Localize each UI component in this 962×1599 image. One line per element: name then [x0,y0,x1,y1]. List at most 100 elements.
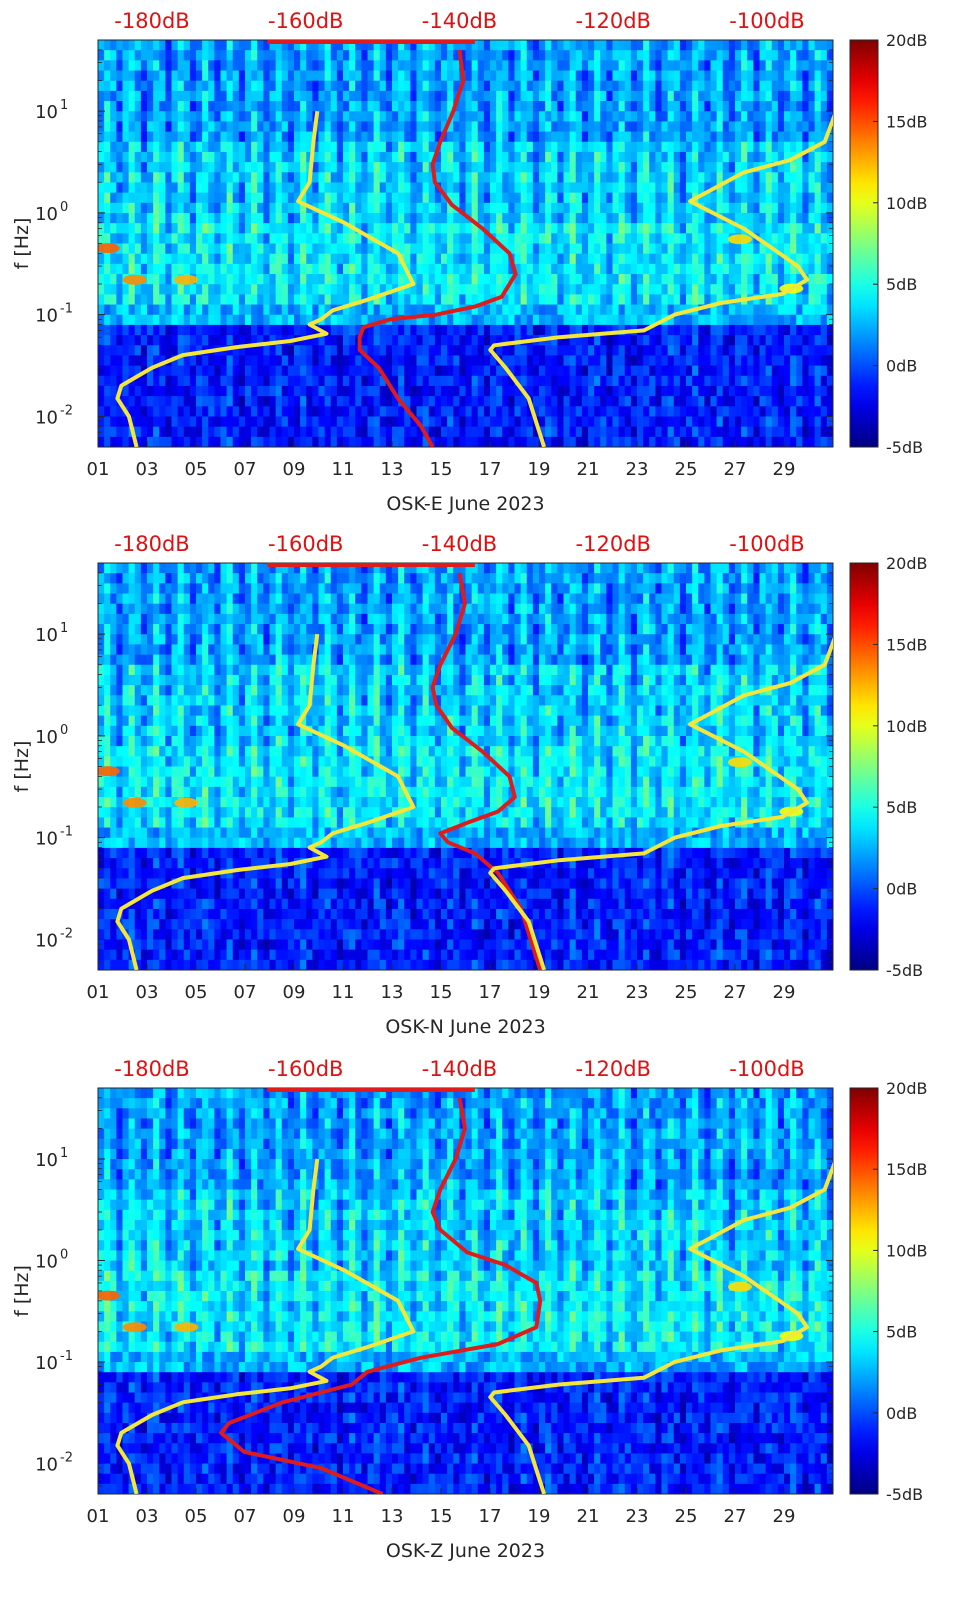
colorbar-tick-label: 15dB [886,1160,928,1179]
x-tick-label: 19 [528,1506,551,1527]
colorbar-tick-label: 0dB [886,880,917,899]
x-tick-label: 27 [724,459,747,480]
colorbar-tick-label: 15dB [886,635,928,654]
y-tick-label: 10 [35,727,58,748]
x-tick-label: 11 [332,1506,355,1527]
x-tick-label: 15 [430,1506,453,1527]
spectrogram [98,563,833,970]
colorbar-tick-label: 20dB [886,554,928,573]
x-tick-label: 05 [185,1506,208,1527]
x-tick-label: 13 [381,459,404,480]
top-db-label: -120dB [576,9,651,33]
colorbar-tick-label: 0dB [886,1404,917,1423]
x-tick-label: 05 [185,459,208,480]
x-tick-label: 29 [773,459,796,480]
y-tick-label: 10 [35,306,58,327]
x-tick-label: 23 [626,982,649,1003]
red-psd-curve [219,1097,543,1494]
yellow-noise-model-low [115,633,416,970]
colorbar-tick-label: 15dB [886,112,928,131]
yellow-noise-model-low [115,1158,416,1494]
x-tick-label: 15 [430,982,453,1003]
y-tick-exponent: 0 [60,1247,68,1262]
x-tick-label: 05 [185,982,208,1003]
top-db-label: -160dB [268,532,343,556]
red-psd-curve [357,49,518,447]
colorbar-tick-label: 20dB [886,31,928,50]
x-axis-label: OSK-E June 2023 [386,493,544,515]
panel-3: 01 03 05 07 09 11 13 15 17 19 21 23 25 27 2910-210-110… [11,1057,928,1562]
y-tick-label: 10 [35,829,58,850]
spectrogram [98,40,833,447]
colorbar-tick-label: 10dB [886,1241,928,1260]
y-tick-label: 10 [35,1251,58,1272]
x-axis-label: OSK-N June 2023 [385,1016,545,1038]
x-tick-label: 23 [626,1506,649,1527]
x-tick-label: 01 [87,459,110,480]
top-db-label: -100dB [729,532,804,556]
top-db-label: -160dB [268,9,343,33]
x-tick-label: 07 [234,1506,257,1527]
y-tick-exponent: 1 [60,98,68,113]
x-tick-label: 29 [773,1506,796,1527]
y-tick-label: 10 [35,407,58,428]
y-tick-exponent: -1 [60,825,73,840]
top-db-label: -140dB [422,532,497,556]
y-tick-label: 10 [35,102,58,123]
y-tick-label: 10 [35,204,58,225]
top-db-label: -140dB [422,9,497,33]
x-tick-label: 13 [381,982,404,1003]
x-tick-label: 29 [773,982,796,1003]
x-tick-label: 25 [675,459,698,480]
y-axis-label: f [Hz] [11,1265,33,1317]
x-tick-label: 09 [283,982,306,1003]
x-tick-label: 27 [724,1506,747,1527]
x-axis-label: OSK-Z June 2023 [386,1540,545,1562]
y-tick-exponent: 1 [60,1146,68,1161]
y-tick-exponent: 1 [60,621,68,636]
x-tick-label: 27 [724,982,747,1003]
x-tick-label: 03 [136,459,159,480]
colorbar-tick-label: 5dB [886,798,917,817]
y-axis-label: f [Hz] [11,218,33,270]
y-tick-label: 10 [35,1353,58,1374]
colorbar-tick-label: -5dB [886,1485,923,1504]
colorbar-tick-label: 0dB [886,357,917,376]
x-tick-label: 07 [234,982,257,1003]
colorbar: 20dB 15dB 10dB 5dB 0dB -5dB [849,31,928,457]
colorbar: 20dB 15dB 10dB 5dB 0dB -5dB [849,1079,928,1504]
x-tick-label: 17 [479,459,502,480]
colorbar-tick-label: -5dB [886,438,923,457]
x-tick-label: 01 [87,1506,110,1527]
top-db-label: -160dB [268,1057,343,1081]
panel-1: 01 03 05 07 09 11 13 15 17 19 21 23 25 27 2910-210-110… [11,9,928,515]
colorbar-tick-label: 10dB [886,717,928,736]
y-tick-label: 10 [35,1150,58,1171]
x-tick-label: 21 [577,459,600,480]
yellow-noise-model-high [488,1161,833,1494]
yellow-noise-model-high [488,113,833,447]
x-tick-label: 17 [479,1506,502,1527]
x-tick-label: 25 [675,982,698,1003]
x-tick-label: 19 [528,982,551,1003]
y-tick-exponent: -1 [60,302,73,317]
y-tick-label: 10 [35,930,58,951]
x-tick-label: 11 [332,982,355,1003]
x-tick-label: 11 [332,459,355,480]
top-db-label: -120dB [576,532,651,556]
colorbar-tick-label: 20dB [886,1079,928,1098]
colorbar-tick-label: 5dB [886,275,917,294]
x-tick-label: 09 [283,459,306,480]
colorbar: 20dB 15dB 10dB 5dB 0dB -5dB [849,554,928,980]
y-tick-label: 10 [35,1454,58,1475]
colorbar-tick-label: 10dB [886,194,928,213]
y-tick-exponent: -2 [60,403,73,418]
y-tick-exponent: -2 [60,1450,73,1465]
top-db-label: -180dB [114,1057,189,1081]
top-db-label: -140dB [422,1057,497,1081]
top-db-label: -100dB [729,9,804,33]
colorbar-tick-label: 5dB [886,1323,917,1342]
x-tick-label: 21 [577,1506,600,1527]
x-tick-label: 07 [234,459,257,480]
